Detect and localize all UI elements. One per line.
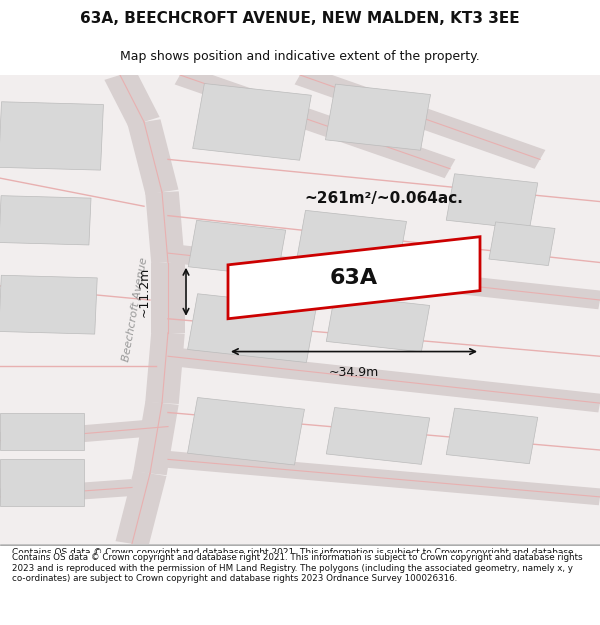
Polygon shape bbox=[145, 191, 185, 263]
Polygon shape bbox=[228, 237, 480, 319]
Polygon shape bbox=[295, 211, 407, 277]
Polygon shape bbox=[175, 66, 455, 178]
Text: Contains OS data © Crown copyright and database right 2021. This information is : Contains OS data © Crown copyright and d… bbox=[12, 553, 583, 583]
Polygon shape bbox=[167, 451, 600, 505]
Polygon shape bbox=[446, 174, 538, 229]
Text: ~261m²/~0.064ac.: ~261m²/~0.064ac. bbox=[305, 191, 463, 206]
Polygon shape bbox=[104, 70, 160, 127]
Polygon shape bbox=[0, 479, 133, 505]
Polygon shape bbox=[325, 84, 431, 150]
Text: ~34.9m: ~34.9m bbox=[329, 366, 379, 379]
Polygon shape bbox=[0, 196, 91, 245]
Text: ~11.2m: ~11.2m bbox=[137, 267, 151, 317]
Polygon shape bbox=[145, 332, 185, 404]
Polygon shape bbox=[0, 275, 97, 334]
Polygon shape bbox=[295, 66, 545, 169]
Polygon shape bbox=[166, 347, 600, 413]
Text: Map shows position and indicative extent of the property.: Map shows position and indicative extent… bbox=[120, 50, 480, 62]
Text: Contains OS data © Crown copyright and database right 2021. This information is : Contains OS data © Crown copyright and d… bbox=[12, 548, 574, 578]
Polygon shape bbox=[128, 119, 178, 195]
Polygon shape bbox=[489, 222, 555, 266]
Polygon shape bbox=[151, 262, 185, 332]
Text: Beechcroft Avenue: Beechcroft Avenue bbox=[121, 256, 149, 362]
Polygon shape bbox=[0, 102, 103, 170]
Text: 63A, BEECHCROFT AVENUE, NEW MALDEN, KT3 3EE: 63A, BEECHCROFT AVENUE, NEW MALDEN, KT3 … bbox=[80, 11, 520, 26]
Polygon shape bbox=[326, 295, 430, 352]
Polygon shape bbox=[0, 418, 169, 449]
Polygon shape bbox=[0, 459, 84, 506]
Polygon shape bbox=[188, 398, 304, 465]
Polygon shape bbox=[166, 244, 600, 309]
Polygon shape bbox=[116, 471, 166, 546]
Polygon shape bbox=[188, 294, 316, 362]
Text: 63A: 63A bbox=[330, 268, 378, 288]
Polygon shape bbox=[326, 408, 430, 464]
Polygon shape bbox=[0, 412, 84, 450]
Polygon shape bbox=[446, 408, 538, 464]
Polygon shape bbox=[193, 84, 311, 160]
Polygon shape bbox=[188, 221, 286, 276]
Polygon shape bbox=[133, 401, 179, 475]
